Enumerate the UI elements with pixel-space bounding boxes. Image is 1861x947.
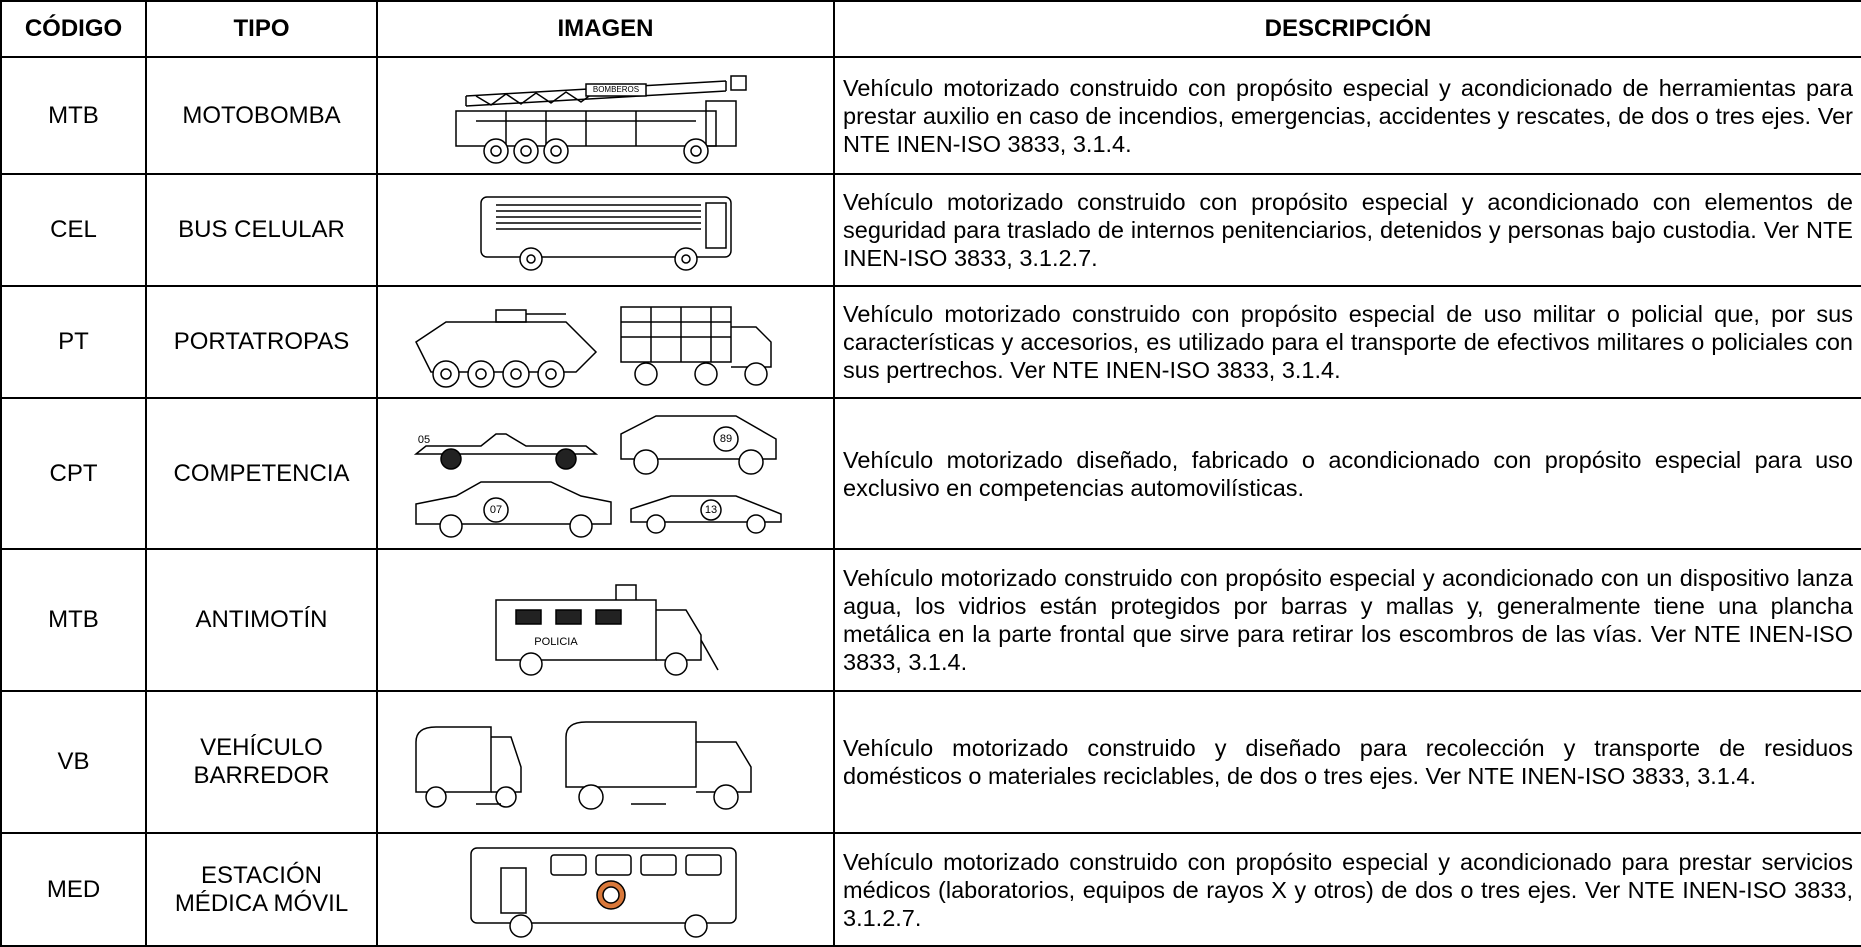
- header-cell: IMAGEN: [376, 0, 835, 58]
- type: MOTOBOMBA: [145, 56, 378, 175]
- row: MED ESTACIÓN MÉDICA MÓVIL Vehículo motor…: [0, 832, 1861, 947]
- prison-bus: [479, 196, 732, 271]
- description: Vehículo motorizado diseñado, fabricado …: [833, 397, 1861, 550]
- image-label: 07: [489, 503, 501, 515]
- image-cell: POLICIA: [376, 548, 835, 692]
- type: COMPETENCIA: [145, 397, 378, 550]
- type-line: BUS CELULAR: [178, 216, 345, 243]
- fire-truck: BOMBEROS: [454, 74, 747, 164]
- description: Vehículo motorizado construido con propó…: [833, 548, 1861, 692]
- code: MTB: [0, 548, 147, 692]
- image-label: POLICIA: [534, 636, 578, 648]
- code: MTB: [0, 56, 147, 175]
- description: Vehículo motorizado construido con propó…: [833, 173, 1861, 287]
- image-cell: [376, 173, 835, 287]
- header-cell: CÓDIGO: [0, 0, 147, 58]
- image-label: 89: [719, 432, 731, 444]
- code: CEL: [0, 173, 147, 287]
- code: VB: [0, 690, 147, 834]
- code: CPT: [0, 397, 147, 550]
- street-sweepers: [414, 721, 752, 810]
- type-line: MOTOBOMBA: [182, 101, 341, 129]
- race-cars: 05 89 07 13: [413, 414, 782, 538]
- row: CEL BUS CELULAR Vehículo motorizado cons…: [0, 173, 1861, 287]
- row: VB VEHÍCULO BARREDOR Vehículo motorizado…: [0, 690, 1861, 834]
- image-cell: [376, 285, 835, 399]
- image-label: 05: [417, 433, 429, 445]
- description: Vehículo motorizado construido con propó…: [833, 832, 1861, 947]
- row: MTB ANTIMOTÍN POLICIA Vehículo motorizad…: [0, 548, 1861, 692]
- header-cell: TIPO: [145, 0, 378, 58]
- image-cell: 05 89 07 13: [376, 397, 835, 550]
- row: MTB MOTOBOMBA BOMBEROS Vehículo motoriza…: [0, 56, 1861, 175]
- image-cell: [376, 690, 835, 834]
- image-label: BOMBEROS: [592, 85, 638, 94]
- header-cell: DESCRIPCIÓN: [833, 0, 1861, 58]
- troop-carriers: [414, 306, 772, 388]
- image-cell: [376, 832, 835, 947]
- description: Vehículo motorizado construido con propó…: [833, 56, 1861, 175]
- type-line: MÉDICA MÓVIL: [174, 889, 349, 917]
- type: VEHÍCULO BARREDOR: [145, 690, 378, 834]
- code: PT: [0, 285, 147, 399]
- type-line: ESTACIÓN: [201, 861, 322, 889]
- description: Vehículo motorizado construido y diseñad…: [833, 690, 1861, 834]
- code: MED: [0, 832, 147, 947]
- type-line: PORTATROPAS: [173, 328, 350, 355]
- image-cell: BOMBEROS: [376, 56, 835, 175]
- type-line: ANTIMOTÍN: [195, 606, 328, 633]
- type-line: COMPETENCIA: [173, 459, 350, 487]
- type: PORTATROPAS: [145, 285, 378, 399]
- type: ESTACIÓN MÉDICA MÓVIL: [145, 832, 378, 947]
- row: PT PORTATROPAS Vehículo motorizado const…: [0, 285, 1861, 399]
- type: BUS CELULAR: [145, 173, 378, 287]
- type-line: VEHÍCULO: [200, 734, 323, 761]
- header-row: CÓDIGO TIPO IMAGEN DESCRIPCIÓN: [0, 0, 1861, 58]
- image-label: 13: [704, 503, 716, 515]
- type: ANTIMOTÍN: [145, 548, 378, 692]
- type-line: BARREDOR: [193, 762, 330, 789]
- description: Vehículo motorizado construido con propó…: [833, 285, 1861, 399]
- row: CPT COMPETENCIA 05 89 07 13 Vehículo mot…: [0, 397, 1861, 550]
- riot-truck: POLICIA: [494, 584, 719, 676]
- medical-bus: [469, 846, 737, 938]
